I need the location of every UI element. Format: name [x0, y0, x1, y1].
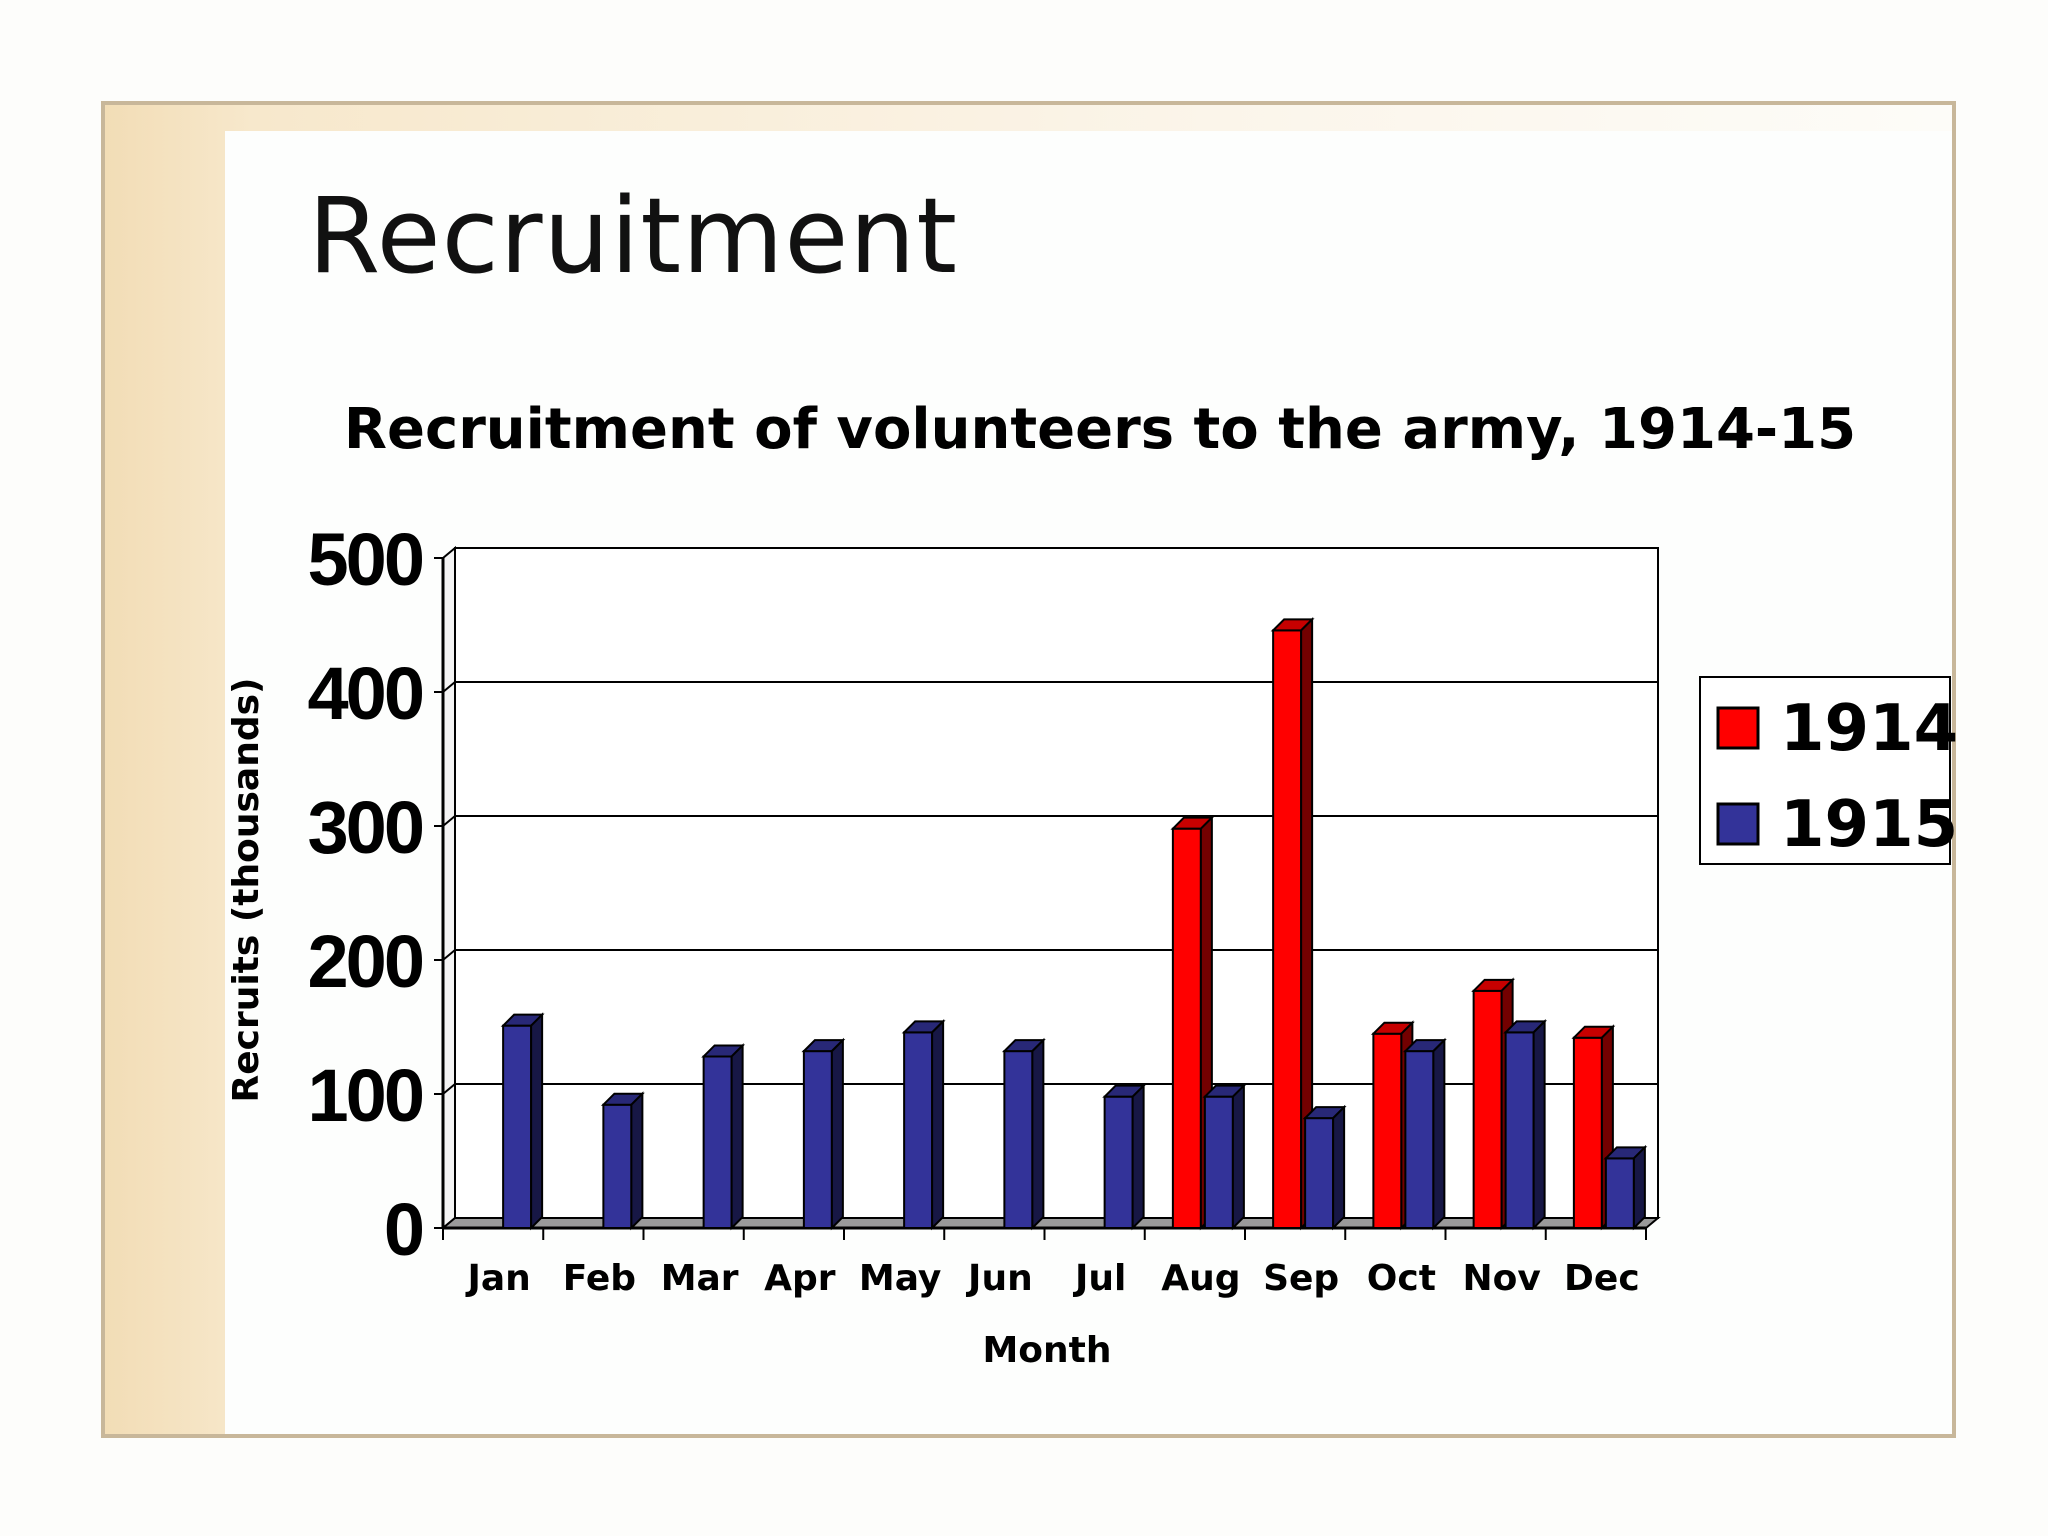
- x-tick-label: Jan: [464, 1258, 530, 1299]
- bar-1915-may: [901, 1018, 946, 1231]
- bar-front: [1304, 1117, 1335, 1229]
- bar-side: [630, 1091, 644, 1231]
- bar-side: [931, 1018, 945, 1231]
- bar-front: [802, 1050, 833, 1229]
- legend-swatch-1915: [1716, 802, 1760, 846]
- bar-front: [1203, 1095, 1234, 1230]
- y-tick-label: 200: [308, 920, 423, 1003]
- x-tick-label: Apr: [764, 1258, 836, 1299]
- x-tick-label: Oct: [1367, 1258, 1436, 1299]
- bar-side: [730, 1043, 744, 1231]
- bar-1914-nov: [1471, 977, 1516, 1231]
- bar-1915-apr: [801, 1037, 846, 1231]
- bar-front: [1171, 827, 1202, 1229]
- bar-1915-jul: [1102, 1083, 1147, 1231]
- y-tick-label: 400: [308, 652, 423, 735]
- y-tick-label: 500: [308, 518, 423, 601]
- bar-1914-sep: [1270, 616, 1315, 1231]
- bar-side: [1532, 1018, 1546, 1231]
- bar-front: [502, 1024, 533, 1230]
- bar-side: [830, 1037, 844, 1231]
- legend: 1914 1915: [1699, 676, 1958, 865]
- bar-front: [1504, 1031, 1535, 1229]
- bar-side: [1131, 1083, 1145, 1231]
- bar-front: [903, 1031, 934, 1229]
- bar-front: [1572, 1036, 1603, 1229]
- x-tick-label: Sep: [1263, 1258, 1339, 1299]
- bar-1915-mar: [701, 1043, 746, 1231]
- y-tick-label: 300: [308, 786, 423, 869]
- x-tick-label: Dec: [1564, 1258, 1640, 1299]
- gridline: [442, 1083, 456, 1095]
- x-tick-label: Nov: [1462, 1258, 1540, 1299]
- chart-title: Recruitment of volunteers to the army, 1…: [344, 397, 1856, 462]
- legend-label-1915: 1915: [1780, 788, 1958, 862]
- plot-area: 0 100 200 300 400 500 Jan Feb Mar Apr May Jun Jul Aug…: [308, 518, 1661, 1299]
- bar-1915-oct: [1402, 1037, 1447, 1231]
- legend-swatch-1914: [1716, 706, 1760, 750]
- bar-front: [1103, 1095, 1134, 1230]
- legend-label-1914: 1914: [1780, 692, 1958, 766]
- bar-side: [1031, 1037, 1045, 1231]
- y-tick-label: 100: [308, 1054, 423, 1137]
- x-tick-label: Mar: [661, 1258, 739, 1299]
- x-tick-label: Jul: [1072, 1258, 1126, 1299]
- x-axis-label: Month: [982, 1330, 1111, 1371]
- x-tick-label: Jun: [965, 1258, 1033, 1299]
- bar-1915-feb: [600, 1091, 645, 1231]
- bar-1915-jun: [1001, 1037, 1046, 1231]
- gridline: [442, 681, 456, 693]
- bar-front: [1404, 1050, 1435, 1229]
- bar-1915-sep: [1302, 1104, 1347, 1231]
- bar-1915-jan: [500, 1012, 545, 1231]
- y-axis-label: Recruits (thousands): [226, 677, 267, 1102]
- x-tick-label: May: [859, 1258, 941, 1299]
- bar-front: [1472, 989, 1503, 1229]
- bar-front: [602, 1103, 633, 1229]
- gridline: [442, 949, 456, 961]
- bar-side: [1231, 1083, 1245, 1231]
- gridline: [442, 815, 456, 827]
- bar-side: [1432, 1037, 1446, 1231]
- x-tick-label: Feb: [563, 1258, 636, 1299]
- bar-1914-aug: [1170, 815, 1215, 1231]
- bar-side: [1332, 1104, 1346, 1231]
- slide-title: Recruitment: [308, 175, 959, 297]
- y-tick-label: 0: [384, 1188, 423, 1271]
- bar-front: [1003, 1050, 1034, 1229]
- bar-1915-aug: [1202, 1083, 1247, 1231]
- bar-front: [1272, 629, 1303, 1229]
- bar-front: [1604, 1157, 1635, 1229]
- bar-side: [1632, 1144, 1646, 1231]
- bar-side: [530, 1012, 544, 1231]
- bar-front: [702, 1055, 733, 1229]
- bar-front: [1372, 1032, 1403, 1229]
- x-tick-label: Aug: [1161, 1258, 1240, 1299]
- side-wall: [442, 545, 456, 1231]
- back-wall: [454, 547, 1659, 1219]
- bar-1915-dec: [1603, 1144, 1648, 1231]
- bar-1915-nov: [1503, 1018, 1548, 1231]
